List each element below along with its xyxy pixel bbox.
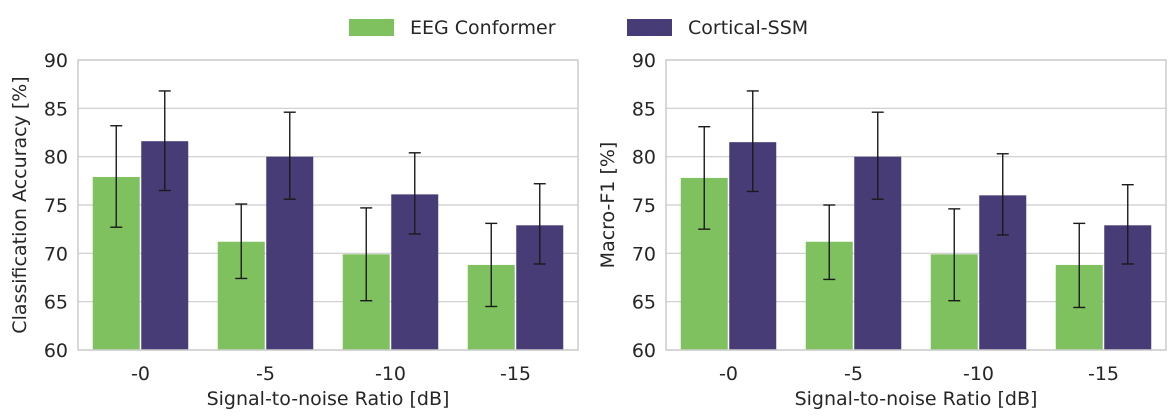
error-bar-eeg-conformer-5 bbox=[235, 203, 248, 280]
x-tick-label: -5 bbox=[256, 363, 275, 385]
x-tick-label: -15 bbox=[1088, 363, 1119, 385]
error-bar-cortical-ssm-0 bbox=[746, 90, 759, 193]
error-bar-eeg-conformer-0 bbox=[698, 125, 711, 230]
legend: EEG Conformer Cortical-SSM bbox=[349, 17, 808, 39]
legend-label-eeg-conformer: EEG Conformer bbox=[410, 17, 556, 39]
y-axis-label: Macro-F1 [%] bbox=[597, 142, 619, 269]
y-tick-label: 70 bbox=[632, 243, 656, 265]
x-tick-label: -0 bbox=[131, 363, 150, 385]
error-bar-eeg-conformer-15 bbox=[1073, 222, 1086, 309]
error-bar-cortical-ssm-5 bbox=[871, 111, 884, 200]
error-bar-cortical-ssm-5 bbox=[283, 111, 296, 200]
x-tick-label: -10 bbox=[963, 363, 994, 385]
y-tick-label: 85 bbox=[632, 98, 656, 120]
y-tick-label: 75 bbox=[44, 195, 68, 217]
legend-label-cortical-ssm: Cortical-SSM bbox=[688, 17, 808, 39]
x-axis-label: Signal-to-noise Ratio [dB] bbox=[795, 388, 1038, 410]
error-bar-cortical-ssm-15 bbox=[1121, 183, 1134, 265]
error-bar-eeg-conformer-15 bbox=[485, 222, 498, 308]
y-tick-label: 70 bbox=[44, 243, 68, 265]
y-tick-label: 90 bbox=[44, 50, 68, 72]
x-tick-label: -10 bbox=[375, 363, 406, 385]
accuracy-chart: 60 65 70 75 80 85 90 -0 -5 -10 -15 Signal-to-noise … bbox=[9, 50, 579, 410]
error-bar-eeg-conformer-5 bbox=[823, 204, 836, 281]
y-tick-label: 75 bbox=[632, 195, 656, 217]
y-tick-label: 85 bbox=[44, 98, 68, 120]
x-tick-label: -0 bbox=[719, 363, 738, 385]
error-bar-eeg-conformer-10 bbox=[948, 208, 961, 302]
macro-f1-chart: 60 65 70 75 80 85 90 -0 -5 -10 -15 Signal-to-noise … bbox=[597, 50, 1167, 410]
legend-swatch-cortical-ssm bbox=[627, 19, 672, 36]
x-tick-label: -15 bbox=[500, 363, 531, 385]
y-tick-label: 60 bbox=[632, 340, 656, 362]
x-axis-label: Signal-to-noise Ratio [dB] bbox=[207, 388, 450, 410]
error-bar-cortical-ssm-0 bbox=[158, 90, 171, 192]
plot-frame bbox=[77, 59, 579, 351]
error-bar-eeg-conformer-10 bbox=[360, 207, 373, 302]
plot-frame bbox=[665, 59, 1167, 351]
x-tick-label: -5 bbox=[844, 363, 863, 385]
legend-swatch-eeg-conformer bbox=[349, 19, 394, 36]
y-axis-label: Classification Accuracy [%] bbox=[9, 76, 31, 333]
y-tick-label: 90 bbox=[632, 50, 656, 72]
y-tick-label: 80 bbox=[632, 147, 656, 169]
y-tick-label: 65 bbox=[44, 292, 68, 314]
error-bar-cortical-ssm-15 bbox=[533, 183, 546, 265]
error-bar-eeg-conformer-0 bbox=[110, 125, 123, 228]
y-tick-label: 65 bbox=[632, 292, 656, 314]
y-tick-label: 80 bbox=[44, 147, 68, 169]
error-bar-cortical-ssm-10 bbox=[408, 152, 421, 235]
y-tick-label: 60 bbox=[44, 340, 68, 362]
error-bar-cortical-ssm-10 bbox=[996, 153, 1009, 236]
